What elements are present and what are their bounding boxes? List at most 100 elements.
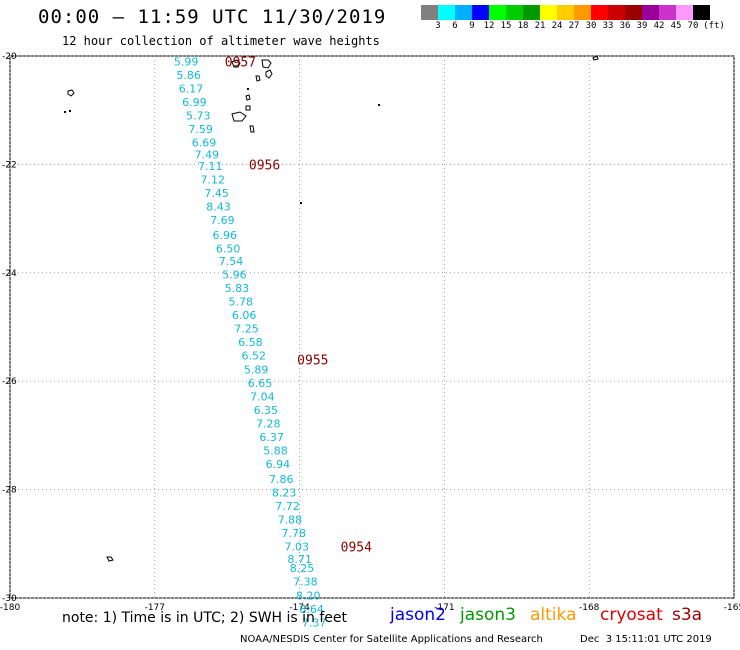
island-outline [231, 59, 241, 68]
swh-value: 7.11 [198, 160, 223, 173]
swh-value: 5.89 [244, 363, 269, 376]
longitude-label: -168 [579, 603, 600, 613]
grid-lines [9, 55, 735, 599]
island-outline [67, 89, 75, 97]
swh-value: 5.73 [186, 110, 211, 123]
swh-value: 5.83 [225, 282, 250, 295]
island-outline [106, 556, 114, 562]
longitude-label: -165 [724, 603, 740, 613]
longitude-label: -174 [289, 603, 310, 613]
swh-value: 7.86 [269, 473, 294, 486]
island-outline [265, 69, 273, 79]
swh-value: 7.38 [293, 576, 318, 589]
legend-swatch [625, 5, 642, 20]
swh-value: 7.04 [250, 390, 275, 403]
legend-tick: 15 [500, 21, 512, 31]
legend-swatch [489, 5, 506, 20]
satellite-name: s3a [672, 605, 703, 625]
legend-tick: 9 [469, 21, 475, 31]
longitude-label: -177 [145, 603, 165, 613]
longitude-label: -180 [0, 603, 20, 613]
swh-value: 7.88 [278, 513, 303, 526]
swh-value: 7.59 [188, 123, 213, 136]
legend-swatch [540, 5, 557, 20]
swh-value: 7.03 [284, 541, 309, 554]
swh-value: 8.64 [299, 603, 324, 616]
legend-swatch [693, 5, 710, 20]
swh-value: 8.71 [287, 553, 312, 566]
legend-tick: 27 [568, 21, 580, 31]
legend-tick: 39 [636, 21, 648, 31]
legend-tick: 21 [534, 21, 546, 31]
legend-swatch [421, 5, 438, 20]
swh-value: 8.25 [290, 562, 315, 575]
swh-value: 8.43 [206, 201, 231, 214]
swh-value: 7.72 [275, 500, 300, 513]
swh-value: 5.99 [174, 55, 199, 68]
legend-tick: 45 [670, 21, 682, 31]
swh-value: 5.88 [263, 445, 288, 458]
swh-value: 6.65 [248, 377, 273, 390]
swh-value: 6.58 [238, 336, 263, 349]
latitude-label: -28 [2, 486, 17, 496]
swh-value: 5.86 [176, 69, 201, 82]
legend-swatch [506, 5, 523, 20]
legend-swatch [591, 5, 608, 20]
swh-value: 7.54 [219, 255, 244, 268]
swh-value: 5.96 [222, 268, 247, 281]
pass-time-label: 0956 [249, 158, 280, 173]
axis-labels: -180 -177 -174 -171 -168 -165 -20 -22 -24 -26 -28 -… [0, 52, 740, 613]
swh-value: 6.17 [179, 83, 204, 96]
swh-value: 7.37 [302, 616, 327, 629]
map-frame [9, 55, 735, 599]
legend-tick: 18 [517, 21, 529, 31]
legend-swatch [472, 5, 489, 20]
swh-value: 6.69 [192, 137, 217, 150]
island-outline [231, 111, 247, 122]
legend-swatch [676, 5, 693, 20]
legend-tick: (ft) [703, 21, 725, 31]
footer-note: note: 1) Time is in UTC; 2) SWH is in fe… [62, 610, 348, 626]
satellite-name: jason2 [390, 605, 446, 625]
wave-height-track: 5.995.866.176.995.737.596.697.497.117.12… [174, 55, 326, 629]
islands [67, 55, 599, 562]
swh-value: 6.94 [266, 458, 291, 471]
swh-value: 6.96 [213, 229, 238, 242]
satellite-name: altika [530, 605, 577, 625]
credit-line: NOAA/NESDIS Center for Satellite Applica… [240, 634, 543, 645]
swh-value: 6.37 [259, 431, 284, 444]
longitude-label: -171 [434, 603, 454, 613]
legend-tick: 30 [585, 21, 597, 31]
legend-swatch [438, 5, 455, 20]
color-legend [421, 5, 710, 20]
islet [64, 111, 66, 113]
legend-swatch [523, 5, 540, 20]
swh-value: 8.20 [296, 589, 321, 602]
legend-tick-labels: 3 6 9 12 15 18 21 24 27 30 33 36 39 42 45 70 (ft) [421, 21, 740, 35]
generation-timestamp: Dec 3 15:11:01 UTC 2019 [580, 634, 712, 645]
swh-value: 6.50 [216, 242, 241, 255]
legend-tick: 33 [602, 21, 614, 31]
legend-tick: 12 [483, 21, 495, 31]
swh-value: 8.23 [272, 486, 297, 499]
legend-swatch [557, 5, 574, 20]
islet [247, 88, 249, 90]
pass-time-labels: 0957 0956 0955 0954 [225, 55, 372, 555]
swh-value: 7.49 [195, 149, 220, 162]
pass-time-label: 0954 [341, 541, 372, 556]
swh-value: 6.06 [232, 309, 257, 322]
legend-swatch [608, 5, 625, 20]
swh-value: 6.52 [241, 350, 266, 363]
islet [378, 104, 380, 106]
swh-value: 6.99 [182, 96, 207, 109]
swh-value: 7.12 [200, 174, 225, 187]
islet [69, 110, 71, 112]
legend-swatch [574, 5, 591, 20]
islet [300, 202, 302, 204]
latitude-label: -20 [2, 52, 17, 62]
island-outline [249, 125, 255, 133]
island-outline [261, 59, 272, 69]
satellite-name: cryosat [600, 605, 663, 625]
pass-time-label: 0955 [297, 354, 328, 369]
